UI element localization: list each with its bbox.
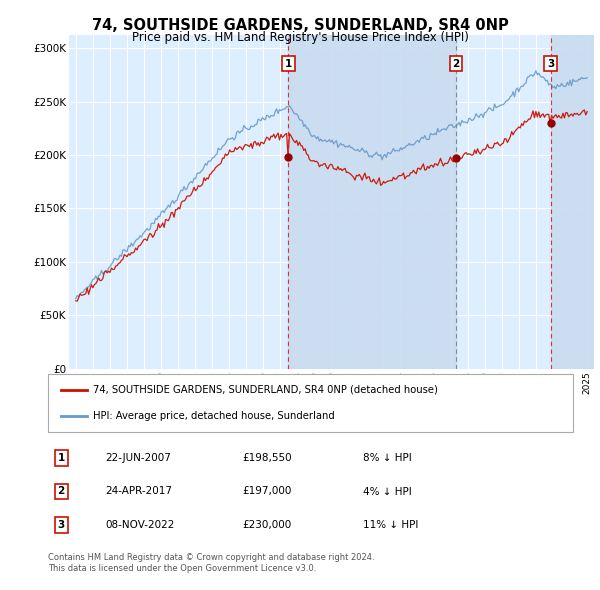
Text: 3: 3 bbox=[547, 59, 554, 68]
FancyBboxPatch shape bbox=[48, 374, 573, 432]
Text: 1: 1 bbox=[285, 59, 292, 68]
Text: 08-NOV-2022: 08-NOV-2022 bbox=[106, 520, 175, 530]
Bar bbox=[551, 35, 594, 369]
Text: 4% ↓ HPI: 4% ↓ HPI bbox=[363, 487, 412, 496]
Text: Contains HM Land Registry data © Crown copyright and database right 2024.: Contains HM Land Registry data © Crown c… bbox=[48, 553, 374, 562]
Text: 24-APR-2017: 24-APR-2017 bbox=[106, 487, 173, 496]
Text: 11% ↓ HPI: 11% ↓ HPI bbox=[363, 520, 418, 530]
Text: £197,000: £197,000 bbox=[242, 487, 292, 496]
Text: 74, SOUTHSIDE GARDENS, SUNDERLAND, SR4 0NP (detached house): 74, SOUTHSIDE GARDENS, SUNDERLAND, SR4 0… bbox=[92, 385, 437, 395]
Text: 74, SOUTHSIDE GARDENS, SUNDERLAND, SR4 0NP: 74, SOUTHSIDE GARDENS, SUNDERLAND, SR4 0… bbox=[92, 18, 508, 32]
Text: This data is licensed under the Open Government Licence v3.0.: This data is licensed under the Open Gov… bbox=[48, 564, 316, 573]
Text: £230,000: £230,000 bbox=[242, 520, 292, 530]
Text: HPI: Average price, detached house, Sunderland: HPI: Average price, detached house, Sund… bbox=[92, 411, 334, 421]
Text: Price paid vs. HM Land Registry's House Price Index (HPI): Price paid vs. HM Land Registry's House … bbox=[131, 31, 469, 44]
Bar bbox=[289, 35, 456, 369]
Text: 2: 2 bbox=[452, 59, 460, 68]
Text: 8% ↓ HPI: 8% ↓ HPI bbox=[363, 453, 412, 463]
Text: 1: 1 bbox=[58, 453, 65, 463]
Text: 2: 2 bbox=[58, 487, 65, 496]
Text: 22-JUN-2007: 22-JUN-2007 bbox=[106, 453, 172, 463]
Text: £198,550: £198,550 bbox=[242, 453, 292, 463]
Text: 3: 3 bbox=[58, 520, 65, 530]
